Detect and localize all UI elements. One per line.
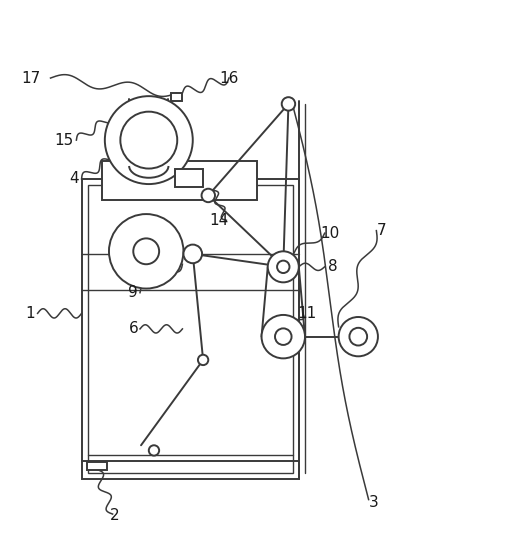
Text: 10: 10 <box>320 226 340 240</box>
Circle shape <box>277 261 290 273</box>
Bar <box>87 462 108 469</box>
Text: 16: 16 <box>219 71 239 85</box>
Circle shape <box>282 97 295 110</box>
Circle shape <box>202 189 215 202</box>
Text: 3: 3 <box>369 494 379 510</box>
Text: 7: 7 <box>376 223 386 238</box>
Text: 9: 9 <box>128 285 138 300</box>
Text: 15: 15 <box>54 133 73 147</box>
Circle shape <box>109 214 184 288</box>
Circle shape <box>262 315 305 358</box>
Circle shape <box>268 251 299 282</box>
Text: 14: 14 <box>209 213 228 228</box>
Circle shape <box>275 329 292 345</box>
Circle shape <box>133 238 159 264</box>
Bar <box>171 93 183 101</box>
Circle shape <box>198 355 209 365</box>
Bar <box>88 185 293 473</box>
Circle shape <box>184 245 202 263</box>
Text: 11: 11 <box>297 306 316 321</box>
Text: 17: 17 <box>22 71 41 85</box>
Bar <box>175 169 203 187</box>
Bar <box>102 161 257 200</box>
Circle shape <box>120 112 177 169</box>
Text: 2: 2 <box>110 508 120 523</box>
Circle shape <box>105 96 193 184</box>
Circle shape <box>349 328 367 345</box>
Bar <box>82 179 299 479</box>
Text: 1: 1 <box>25 306 35 321</box>
Text: 8: 8 <box>328 259 337 274</box>
Circle shape <box>149 446 159 456</box>
Circle shape <box>339 317 378 356</box>
Text: 4: 4 <box>69 171 79 187</box>
Text: 6: 6 <box>128 322 138 336</box>
